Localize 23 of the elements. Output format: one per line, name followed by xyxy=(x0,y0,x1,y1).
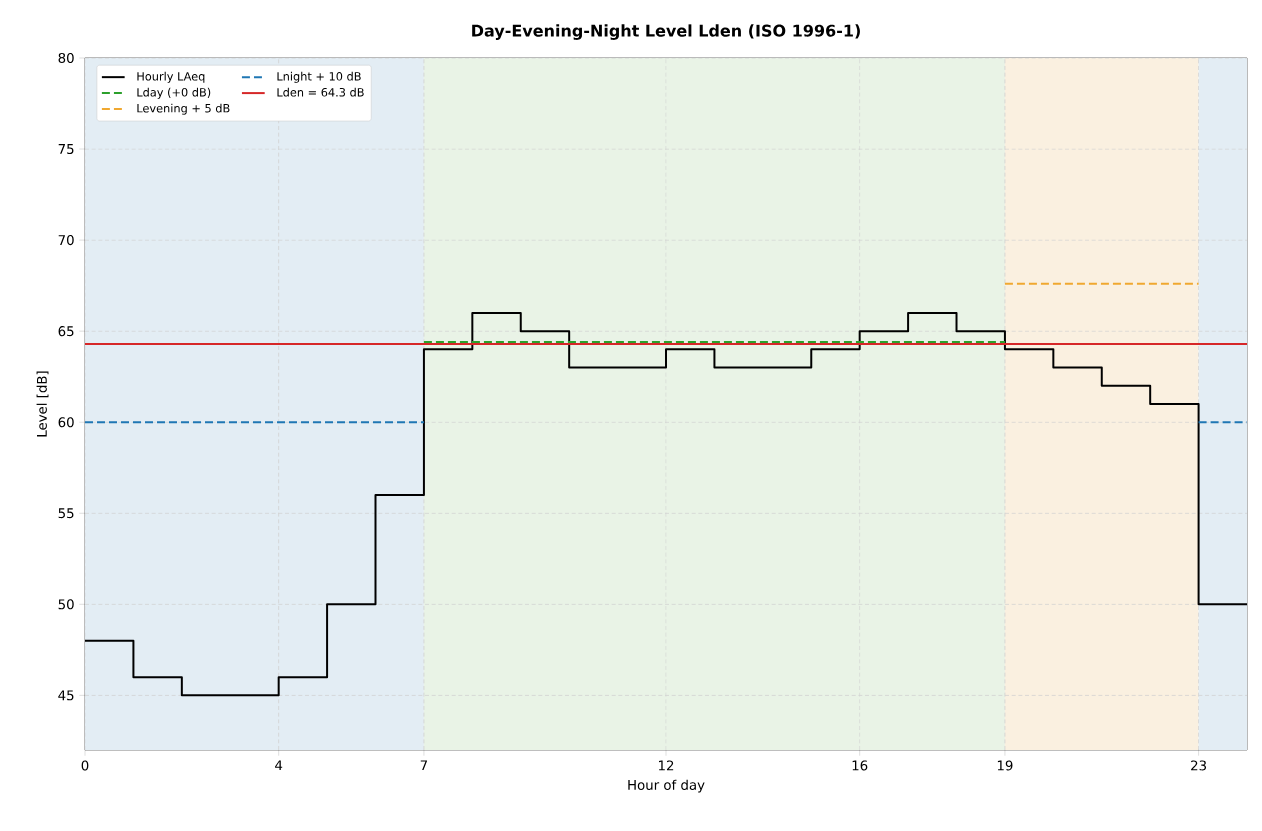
y-tick-label: 45 xyxy=(58,690,74,701)
x-tick-label: 19 xyxy=(997,760,1013,771)
x-tick-label: 0 xyxy=(81,760,89,771)
y-tick-label: 65 xyxy=(58,326,74,337)
chart-title: Day-Evening-Night Level Lden (ISO 1996-1) xyxy=(472,24,860,40)
legend-label: Lden = 64.3 dB xyxy=(277,87,364,97)
x-tick-label: 4 xyxy=(275,760,283,771)
x-tick-label: 12 xyxy=(658,760,674,771)
y-tick-label: 70 xyxy=(58,235,74,246)
y-tick-label: 55 xyxy=(58,508,74,519)
legend-label: Lnight + 10 dB xyxy=(277,71,361,83)
x-tick-label: 23 xyxy=(1191,760,1207,771)
y-axis-title: Level [dB] xyxy=(36,371,49,437)
legend-label: Hourly LAeq xyxy=(137,71,205,83)
y-tick-label: 60 xyxy=(58,417,74,428)
y-tick-label: 50 xyxy=(58,599,74,610)
x-axis-title: Hour of day xyxy=(628,779,705,793)
legend-label: Lday (+0 dB) xyxy=(137,87,211,99)
x-tick-label: 16 xyxy=(852,760,868,771)
y-tick-label: 80 xyxy=(58,52,74,64)
y-tick-label: 75 xyxy=(58,144,74,154)
legend-label: Levening + 5 dB xyxy=(137,103,230,115)
x-tick-label: 7 xyxy=(420,760,428,771)
